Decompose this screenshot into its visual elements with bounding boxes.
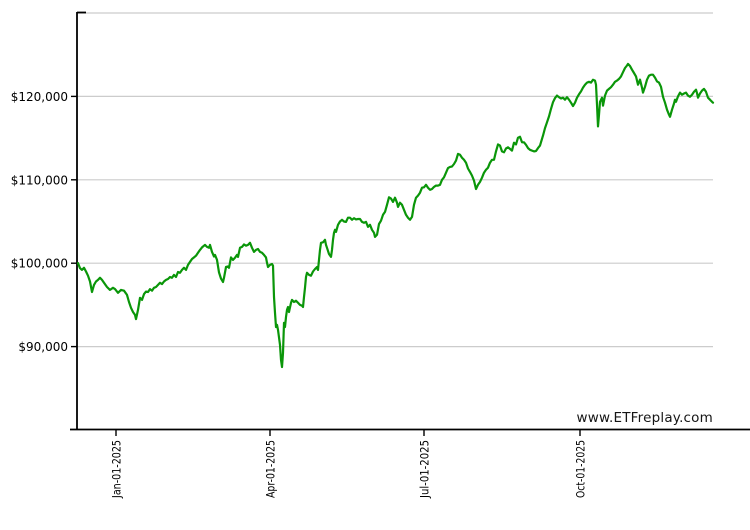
x-axis-label: Oct-01-2025: [574, 440, 588, 498]
y-axis-label: $110,000: [11, 173, 68, 187]
y-axis-label: $90,000: [18, 340, 68, 354]
x-axis-label: Jan-01-2025: [110, 440, 124, 499]
y-axis-label: $100,000: [11, 257, 68, 271]
etfreplay-watermark-link[interactable]: www.ETFreplay.com: [576, 410, 713, 426]
x-axis-label: Apr-01-2025: [264, 440, 278, 498]
portfolio-value-line: [76, 62, 715, 369]
y-axis-label: $120,000: [11, 90, 68, 104]
x-axis-label: Jul-01-2025: [418, 440, 432, 499]
